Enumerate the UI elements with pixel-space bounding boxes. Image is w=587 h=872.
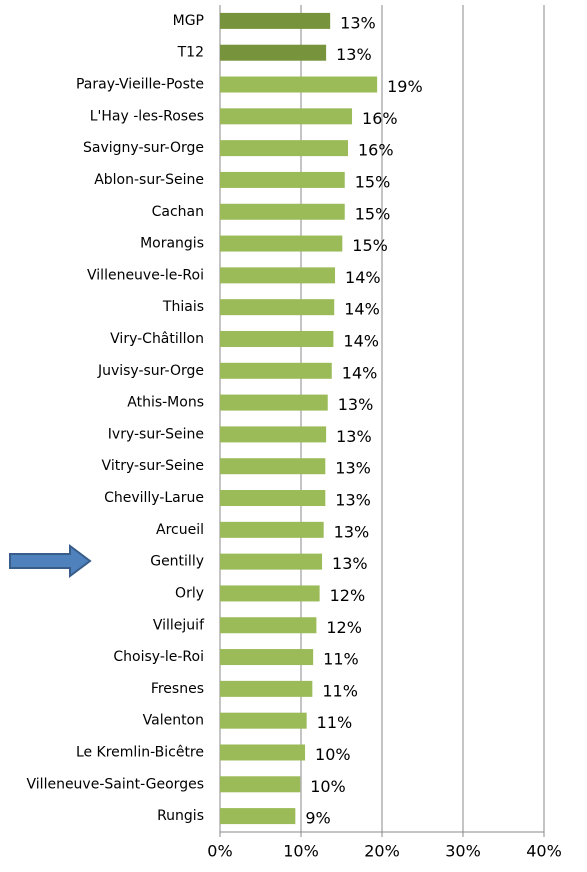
y-tick-label: Valenton: [143, 713, 204, 729]
value-label: 14%: [344, 300, 380, 319]
pointer-arrow: [9, 544, 92, 578]
y-tick-label: Paray-Vieille-Poste: [76, 77, 204, 93]
y-tick-label: Thiais: [162, 299, 204, 315]
y-tick-label: Juvisy-sur-Orge: [97, 363, 204, 379]
x-tick-label: 20%: [364, 842, 400, 861]
y-tick-label: Ablon-sur-Seine: [94, 172, 204, 188]
value-label: 13%: [338, 395, 374, 414]
x-tick-label: 0%: [207, 842, 232, 861]
value-label: 13%: [335, 459, 371, 478]
y-tick-label: Rungis: [157, 808, 204, 824]
y-tick-label: Morangis: [140, 236, 204, 252]
bar: [220, 776, 301, 793]
value-label: 16%: [358, 141, 394, 160]
y-tick-label: Le Kremlin-Bicêtre: [76, 744, 204, 760]
bar: [220, 585, 320, 602]
bar: [220, 649, 314, 666]
y-tick-label: T12: [177, 45, 204, 61]
value-label: 15%: [352, 236, 388, 255]
y-tick-label: Villeneuve-le-Roi: [87, 267, 204, 283]
bar: [220, 235, 343, 252]
y-tick-label: MGP: [173, 13, 204, 29]
value-label: 15%: [355, 204, 391, 223]
value-label: 13%: [335, 491, 371, 510]
y-tick-label: Villeneuve-Saint-Georges: [27, 776, 204, 792]
y-tick-label: Savigny-sur-Orge: [83, 140, 204, 156]
bar: [220, 299, 335, 316]
y-tick-label: Orly: [175, 585, 204, 601]
bar: [220, 76, 378, 93]
y-tick-label: Villejuif: [153, 617, 205, 633]
bar: [220, 12, 331, 29]
value-label: 13%: [332, 554, 368, 573]
bar: [220, 267, 336, 284]
bar: [220, 521, 324, 538]
bar: [220, 553, 323, 570]
bar: [220, 680, 313, 697]
value-label: 12%: [326, 618, 362, 637]
bar: [220, 44, 327, 61]
value-label: 12%: [330, 586, 366, 605]
bar: [220, 712, 307, 729]
value-label: 13%: [340, 13, 376, 32]
value-label: 11%: [322, 681, 358, 700]
value-label: 16%: [362, 109, 398, 128]
y-tick-label: Fresnes: [151, 681, 204, 697]
y-tick-label: Ivry-sur-Seine: [108, 426, 204, 442]
x-tick-label: 40%: [526, 842, 562, 861]
value-label: 10%: [315, 745, 351, 764]
y-tick-label: Vitry-sur-Seine: [102, 458, 204, 474]
bar: [220, 203, 345, 220]
value-label: 14%: [343, 331, 379, 350]
y-tick-label: Chevilly-Larue: [104, 490, 204, 506]
x-tick-label: 30%: [445, 842, 481, 861]
value-label: 14%: [342, 363, 378, 382]
value-label: 10%: [310, 777, 346, 796]
value-label: 11%: [317, 713, 353, 732]
bar: [220, 362, 332, 379]
value-label: 9%: [305, 809, 330, 828]
bar: [220, 490, 326, 507]
bar: [220, 394, 328, 411]
y-tick-label: Arcueil: [156, 522, 204, 538]
y-tick-label: Athis-Mons: [127, 395, 204, 411]
value-label: 13%: [336, 45, 372, 64]
y-tick-label: Cachan: [152, 204, 204, 220]
value-label: 15%: [355, 172, 391, 191]
y-tick-label: L'Hay -les-Roses: [90, 108, 204, 124]
value-label: 13%: [336, 427, 372, 446]
value-label: 13%: [334, 522, 370, 541]
bar: [220, 617, 317, 634]
bar: [220, 330, 334, 347]
bar: [220, 426, 327, 443]
bar: [220, 744, 306, 761]
bar: [220, 171, 345, 188]
y-tick-label: Choisy-le-Roi: [113, 649, 204, 665]
value-label: 11%: [323, 650, 359, 669]
value-label: 14%: [345, 268, 381, 287]
bar: [220, 808, 296, 825]
y-tick-label: Viry-Châtillon: [110, 331, 204, 347]
y-tick-label: Gentilly: [150, 554, 204, 570]
value-label: 19%: [387, 77, 423, 96]
bar: [220, 458, 326, 475]
bar: [220, 108, 353, 125]
bar: [220, 140, 348, 157]
x-tick-label: 10%: [283, 842, 319, 861]
